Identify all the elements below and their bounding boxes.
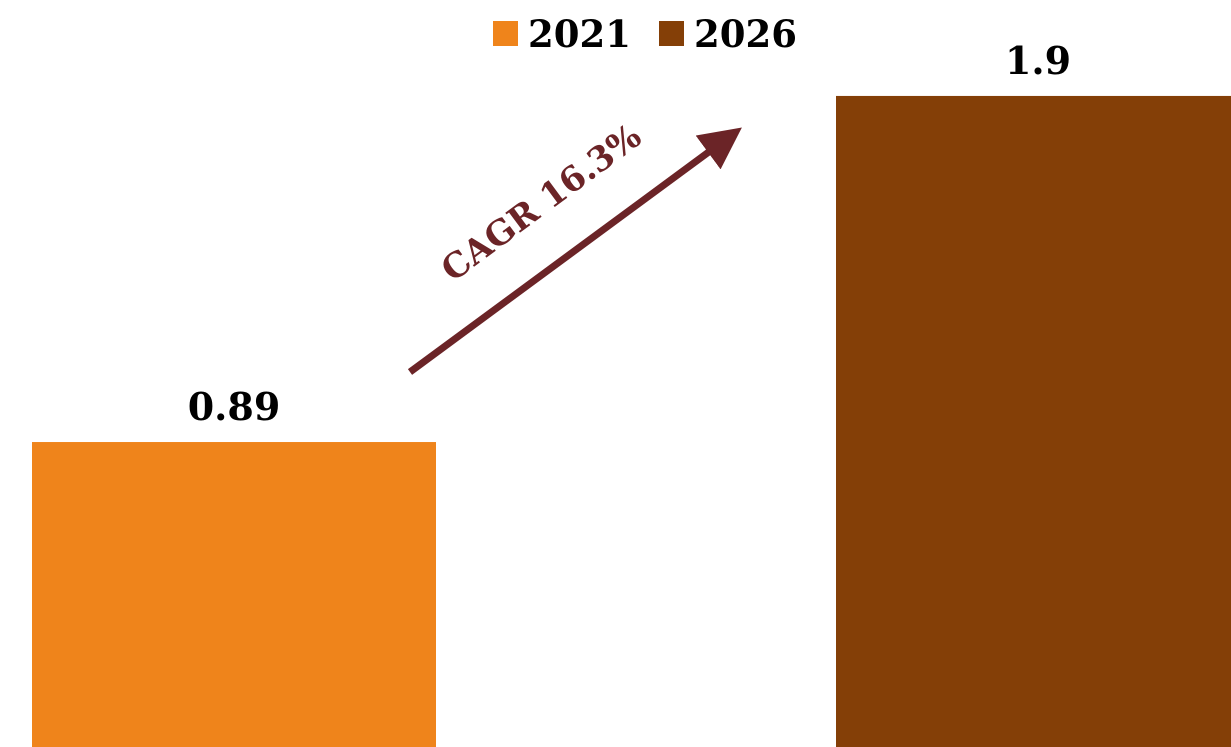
cagr-label: CAGR 16.3% xyxy=(434,116,649,290)
bar-2021 xyxy=(32,442,436,747)
legend-label-2021: 2021 xyxy=(528,12,631,56)
data-label-2026: 1.9 xyxy=(1005,38,1071,83)
legend-swatch-2021 xyxy=(493,21,518,46)
legend-swatch-2026 xyxy=(659,21,684,46)
data-label-2021: 0.89 xyxy=(188,384,281,429)
bar-2026 xyxy=(836,95,1231,747)
bars-group xyxy=(32,95,1231,747)
legend: 2021 2026 xyxy=(493,12,797,56)
data-labels-group: 0.89 1.9 xyxy=(188,38,1071,429)
cagr-annotation: CAGR 16.3% xyxy=(407,116,742,375)
legend-label-2026: 2026 xyxy=(694,12,797,56)
cagr-arrow xyxy=(407,127,742,375)
